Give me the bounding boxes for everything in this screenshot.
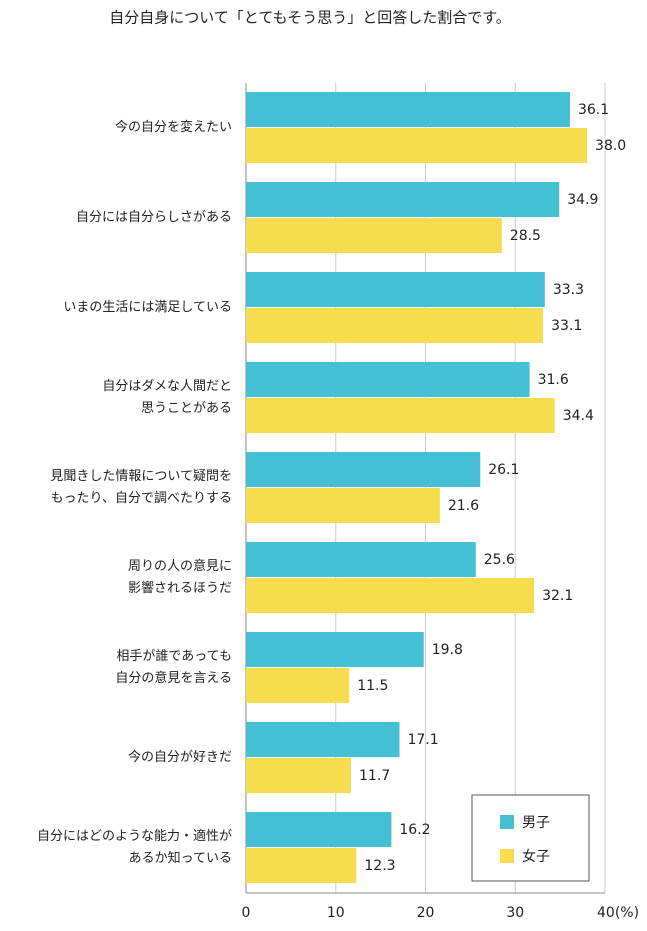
category-label: いまの生活には満足している xyxy=(63,300,232,315)
value-label: 34.4 xyxy=(563,408,594,424)
value-label: 25.6 xyxy=(484,552,515,568)
bar xyxy=(246,632,424,667)
bar xyxy=(246,128,588,163)
bar xyxy=(246,398,555,433)
value-label: 33.3 xyxy=(553,282,584,298)
bar xyxy=(246,182,560,217)
category-label: 今の自分が好きだ xyxy=(127,750,232,765)
category-label: 自分には自分らしさがある xyxy=(75,210,232,225)
value-label: 38.0 xyxy=(595,138,626,154)
category-label: 周りの人の意見に 影響されるほうだ xyxy=(127,559,232,596)
x-tick-label: 20 xyxy=(417,905,435,921)
bar xyxy=(246,812,392,847)
value-label: 11.7 xyxy=(359,768,390,784)
value-label: 11.5 xyxy=(357,678,388,694)
bar xyxy=(246,272,545,307)
value-label: 36.1 xyxy=(578,102,609,118)
legend-box xyxy=(471,794,590,882)
x-tick-label: 0 xyxy=(242,905,251,921)
value-label: 28.5 xyxy=(510,228,541,244)
bar xyxy=(246,218,502,253)
category-label: 相手が誰であっても 自分の意見を言える xyxy=(115,649,232,686)
legend-swatch xyxy=(500,815,514,829)
bar xyxy=(246,488,440,523)
legend-swatch xyxy=(500,849,514,863)
value-label: 19.8 xyxy=(432,642,463,658)
bar xyxy=(246,848,357,883)
bar xyxy=(246,758,352,793)
x-tick-label: 10 xyxy=(327,905,345,921)
value-label: 16.2 xyxy=(399,822,430,838)
value-label: 17.1 xyxy=(407,732,438,748)
legend-label: 男子 xyxy=(522,815,550,831)
bar xyxy=(246,362,530,397)
chart-title: 自分自身について「とてもそう思う」と回答した割合です。 xyxy=(109,9,511,27)
value-label: 21.6 xyxy=(448,498,479,514)
bar xyxy=(246,542,476,577)
bar xyxy=(246,452,481,487)
value-label: 33.1 xyxy=(551,318,582,334)
category-label: 自分にはどのような能力・適性が あるか知っている xyxy=(36,829,232,866)
category-label: 見聞きした情報について疑問を もったり、自分で調べたりする xyxy=(50,469,232,506)
bar xyxy=(246,578,535,613)
x-tick-label: 40(%) xyxy=(597,905,639,921)
bar xyxy=(246,668,350,703)
legend-label: 女子 xyxy=(522,848,550,865)
category-label: 今の自分を変えたい xyxy=(114,120,232,135)
value-label: 12.3 xyxy=(364,858,395,874)
bar xyxy=(246,722,400,757)
value-label: 34.9 xyxy=(567,192,598,208)
value-label: 32.1 xyxy=(542,588,573,604)
bar xyxy=(246,92,570,127)
value-label: 31.6 xyxy=(538,372,569,388)
category-label: 自分はダメな人間だと 思うことがある xyxy=(102,379,232,416)
x-tick-label: 30 xyxy=(506,905,524,921)
bar xyxy=(246,308,544,343)
value-label: 26.1 xyxy=(488,462,519,478)
